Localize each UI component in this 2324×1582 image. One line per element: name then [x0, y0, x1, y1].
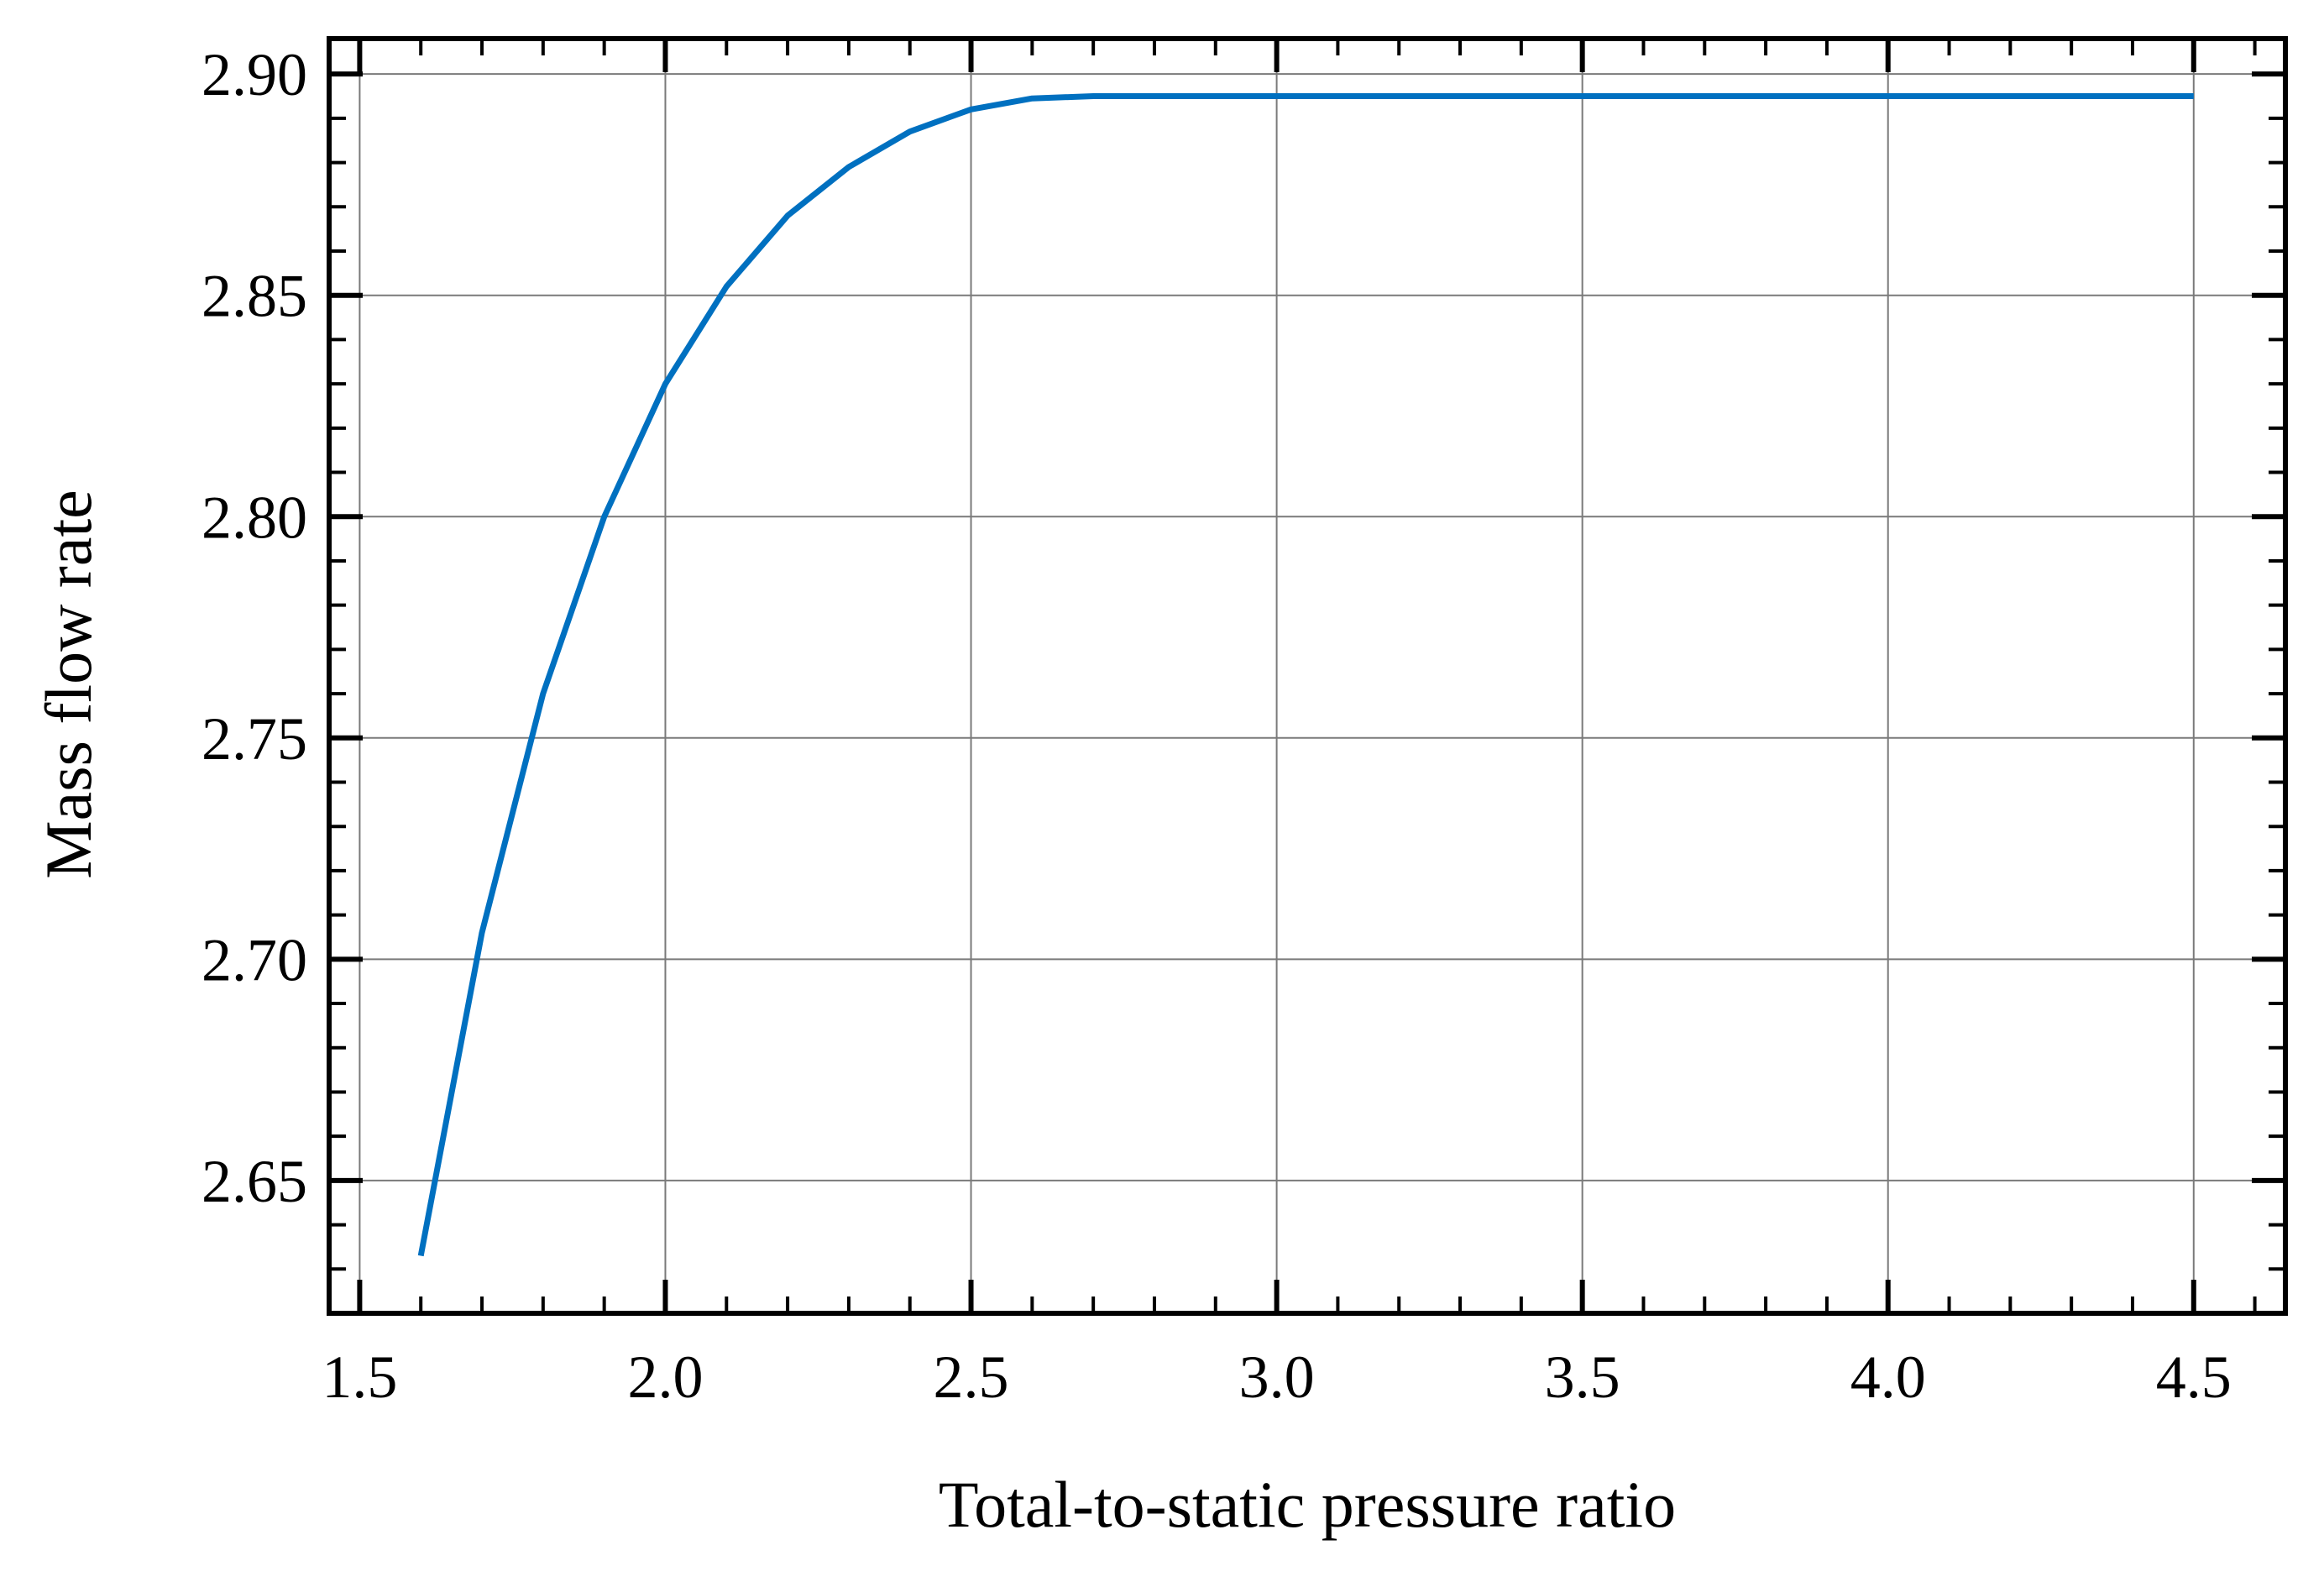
x-tick-label: 2.0: [627, 1344, 703, 1411]
series-line: [417, 93, 2194, 1257]
y-axis-title: Mass flow rate: [32, 490, 105, 879]
y-tick-labels: 2.65 2.70 2.75 2.80 2.85 2.90: [202, 41, 307, 1215]
y-tick-label: 2.80: [202, 484, 307, 551]
x-tick-label: 4.5: [2156, 1344, 2232, 1411]
y-tick-label: 2.90: [202, 41, 307, 108]
x-tick-label: 3.5: [1545, 1344, 1620, 1411]
series-layer: [417, 93, 2194, 1257]
x-tick-label: 3.0: [1239, 1344, 1315, 1411]
minor-ticks: [329, 39, 2285, 1313]
y-tick-label: 2.85: [202, 263, 307, 330]
x-tick-label: 1.5: [322, 1344, 397, 1411]
x-tick-label: 4.0: [1850, 1344, 1926, 1411]
grid-lines: [329, 39, 2285, 1313]
x-tick-label: 2.5: [934, 1344, 1009, 1411]
x-tick-labels: 1.5 2.0 2.5 3.0 3.5 4.0 4.5: [322, 1344, 2231, 1411]
major-ticks: [329, 39, 2285, 1313]
x-axis-title: Total-to-static pressure ratio: [939, 1468, 1676, 1541]
y-tick-label: 2.65: [202, 1148, 307, 1215]
y-tick-label: 2.75: [202, 705, 307, 773]
y-tick-label: 2.70: [202, 926, 307, 993]
plot-frame: [327, 36, 2288, 1316]
